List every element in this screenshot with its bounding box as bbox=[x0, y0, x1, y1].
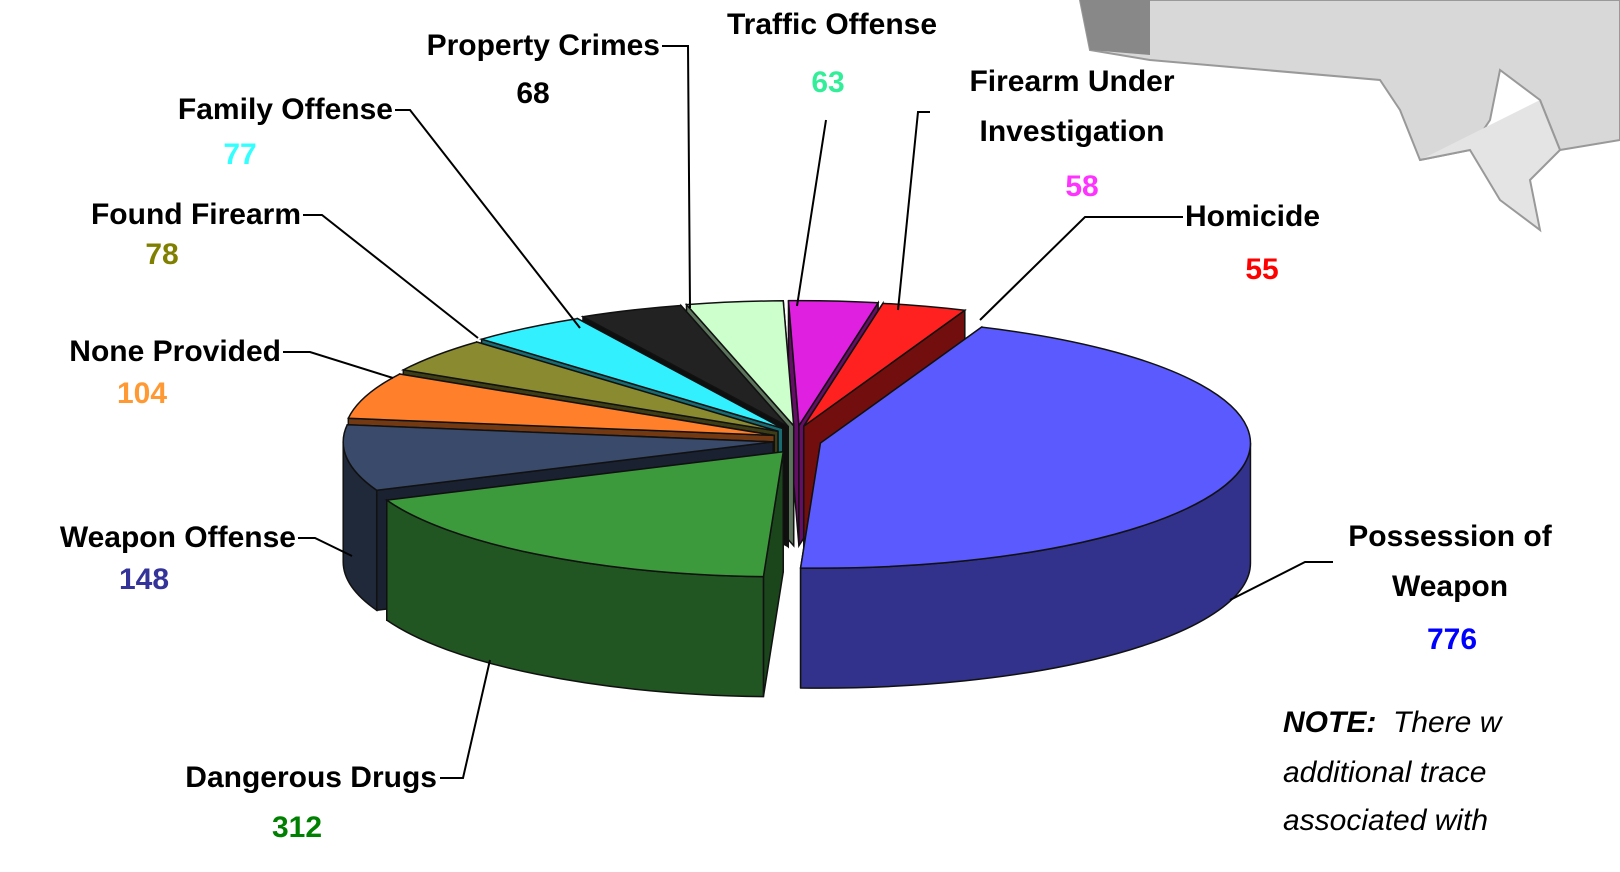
value-label: 148 bbox=[119, 555, 169, 605]
category-label: Weapon Offense bbox=[60, 513, 296, 563]
category-label: Family Offense bbox=[178, 85, 393, 135]
category-label: Traffic Offense bbox=[727, 0, 937, 50]
note-lead: NOTE: bbox=[1283, 706, 1376, 739]
value-label: 104 bbox=[117, 369, 167, 419]
category-label: Property Crimes bbox=[427, 21, 660, 71]
note-text: additional trace bbox=[1283, 756, 1486, 790]
note-text: There w bbox=[1393, 706, 1501, 739]
value-label: 312 bbox=[272, 803, 322, 853]
value-label: 78 bbox=[145, 230, 178, 280]
note-text: associated with bbox=[1283, 804, 1488, 838]
value-label: 55 bbox=[1245, 245, 1278, 295]
note-line: NOTE: There w bbox=[1283, 706, 1501, 740]
category-label: Firearm Under Investigation bbox=[947, 57, 1197, 157]
value-label: 63 bbox=[811, 58, 844, 108]
category-label: None Provided bbox=[69, 327, 281, 377]
value-label: 77 bbox=[223, 130, 256, 180]
pie bbox=[343, 301, 1250, 697]
category-label: Found Firearm bbox=[91, 190, 301, 240]
category-label: Possession of Weapon bbox=[1325, 512, 1575, 612]
page: NOTE: There w additional trace associate… bbox=[0, 0, 1620, 872]
category-label: Homicide bbox=[1185, 192, 1320, 242]
value-label: 58 bbox=[1065, 162, 1098, 212]
value-label: 68 bbox=[516, 69, 549, 119]
value-label: 776 bbox=[1427, 615, 1477, 665]
category-label: Dangerous Drugs bbox=[185, 753, 437, 803]
